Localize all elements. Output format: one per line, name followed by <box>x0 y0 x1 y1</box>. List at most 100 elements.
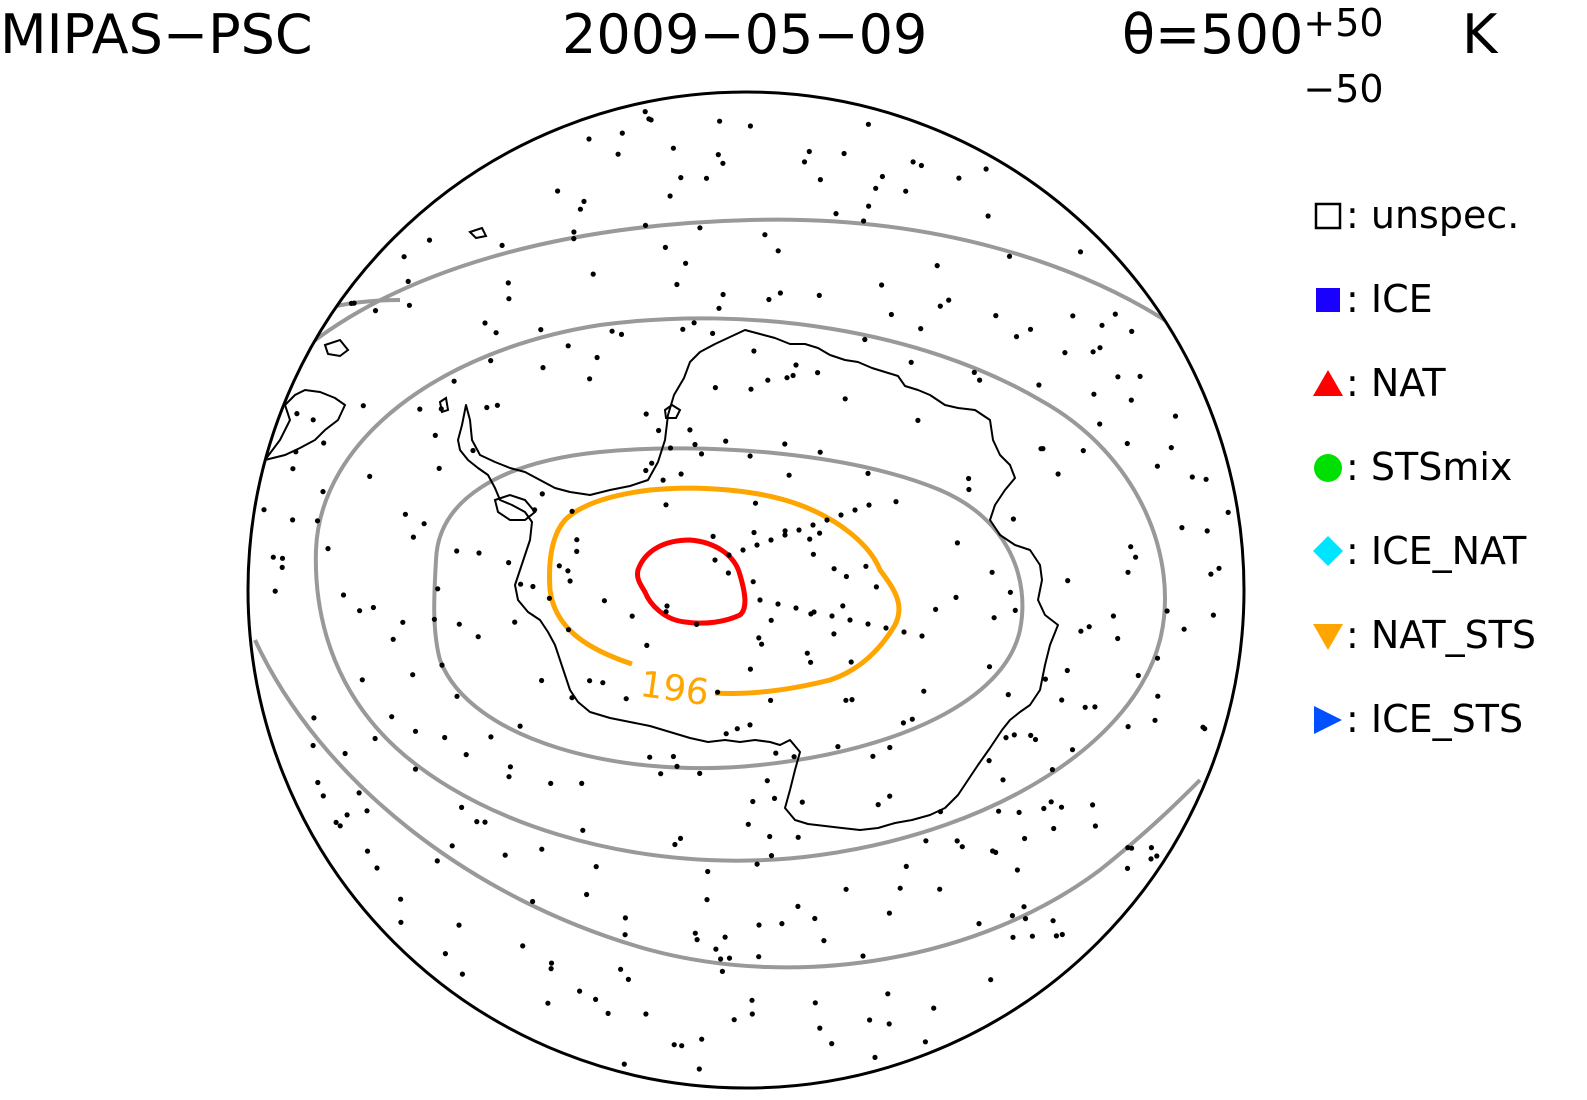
observation-dot <box>643 1011 649 1017</box>
observation-dot <box>824 517 830 523</box>
observation-dot <box>642 109 648 115</box>
observation-dot <box>1099 322 1105 328</box>
observation-dot <box>351 300 357 306</box>
observation-dot <box>796 527 802 533</box>
theta-unit: K <box>1462 3 1498 66</box>
observation-dot <box>311 715 317 721</box>
observation-dot <box>903 863 909 870</box>
observation-dot <box>921 688 927 694</box>
observation-dot <box>1022 916 1029 922</box>
observation-dot <box>367 473 373 479</box>
observation-dot <box>715 689 721 695</box>
theta-prefix: θ=500 <box>1122 3 1304 66</box>
observation-dot <box>629 613 635 619</box>
observation-dot <box>623 696 629 702</box>
observation-dot <box>1125 569 1131 575</box>
observation-dot <box>1048 799 1054 805</box>
observation-dot <box>1129 328 1135 334</box>
observation-dot <box>1070 313 1076 319</box>
legend-item-nat-sts: : NAT_STS <box>1312 610 1536 660</box>
circle-icon <box>1312 450 1346 484</box>
observation-dot <box>831 631 837 637</box>
observation-dot <box>1082 704 1088 710</box>
observation-dot <box>647 754 653 760</box>
observation-dot <box>648 117 654 123</box>
observation-dot <box>1040 446 1046 452</box>
observation-dot <box>879 282 885 288</box>
observation-dot <box>506 774 512 780</box>
observation-dot <box>734 726 740 732</box>
observation-dot <box>584 891 590 898</box>
observation-dot <box>431 616 437 622</box>
theta-value: θ=500 +50 −50 <box>1122 4 1384 108</box>
observation-dot <box>922 1039 929 1045</box>
observation-dot <box>1062 350 1068 356</box>
observation-dot <box>817 449 823 455</box>
observation-dot <box>954 540 961 546</box>
observation-dot <box>1022 835 1028 842</box>
observation-dot <box>548 960 555 966</box>
observation-dot <box>565 568 571 574</box>
observation-dot <box>290 517 296 523</box>
observation-dot <box>1091 391 1097 397</box>
observation-dot <box>502 852 508 858</box>
observation-dot <box>937 303 943 309</box>
observation-dot <box>910 159 916 165</box>
observation-dot <box>786 472 792 478</box>
observation-dot <box>810 522 816 528</box>
observation-dot <box>887 793 893 799</box>
legend-label: : NAT <box>1346 361 1446 405</box>
observation-dot <box>456 922 462 928</box>
observation-dot <box>622 932 628 938</box>
observation-dot <box>1014 867 1021 873</box>
observation-dot <box>571 236 577 242</box>
observation-dot <box>451 378 457 384</box>
observation-dot <box>279 555 286 561</box>
observation-dot <box>866 203 872 209</box>
observation-dot <box>810 551 817 557</box>
observation-dot <box>517 723 523 729</box>
observation-dot <box>697 225 703 231</box>
observation-dot <box>1009 913 1016 919</box>
observation-dot <box>715 152 721 158</box>
observation-dot <box>1168 445 1174 451</box>
observation-dot <box>293 449 299 455</box>
observation-dot <box>679 1043 685 1049</box>
observation-dot <box>593 864 599 870</box>
observation-dot <box>873 584 880 590</box>
observation-dot <box>756 635 762 641</box>
observation-dot <box>402 511 408 517</box>
observation-dot <box>775 601 781 607</box>
observation-dot <box>454 548 460 554</box>
observation-dot <box>821 938 827 944</box>
observation-dot <box>1129 845 1135 851</box>
theta-title: θ=500 +50 −50 K <box>1122 4 1497 108</box>
legend-item-nat: : NAT <box>1312 358 1446 408</box>
observation-dot <box>494 402 500 408</box>
observation-dot <box>412 766 419 772</box>
observation-dot <box>886 1021 892 1027</box>
observation-dot <box>909 716 915 722</box>
observation-dot <box>1092 823 1098 829</box>
observation-dot <box>865 621 871 627</box>
observation-dot <box>866 502 872 508</box>
observation-dot <box>791 754 797 760</box>
observation-points <box>261 109 1231 1072</box>
observation-dot <box>852 507 858 513</box>
observation-dot <box>475 634 481 640</box>
observation-dot <box>1012 607 1018 614</box>
observation-dot <box>579 780 585 787</box>
observation-dot <box>442 734 448 741</box>
observation-dot <box>520 943 526 949</box>
observation-dot <box>847 617 853 623</box>
observation-dot <box>705 868 711 875</box>
observation-dot <box>538 327 544 333</box>
theta-range: +50 −50 <box>1303 4 1383 108</box>
observation-dot <box>360 403 366 409</box>
observation-dot <box>1115 635 1121 642</box>
observation-dot <box>747 722 753 728</box>
observation-dot <box>605 1010 611 1017</box>
observation-dot <box>931 1005 937 1011</box>
observation-dot <box>1097 345 1103 351</box>
observation-dot <box>518 581 524 587</box>
